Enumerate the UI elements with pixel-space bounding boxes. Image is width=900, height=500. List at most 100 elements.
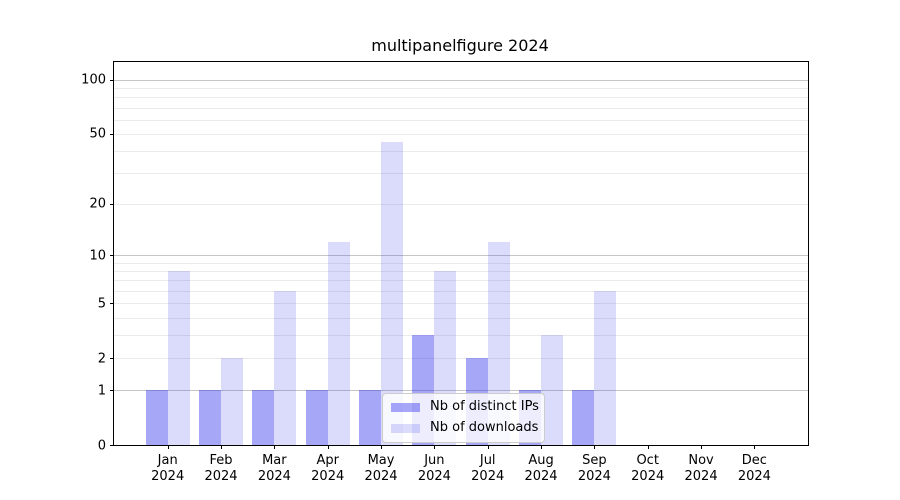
y-tick <box>110 79 114 81</box>
x-tick-label: Oct 2024 <box>620 453 676 485</box>
gridline-minor <box>114 335 808 337</box>
x-tick-label-month: Feb <box>209 453 233 468</box>
x-tick-label-month: Oct <box>636 453 659 468</box>
x-tick-label: Dec 2024 <box>726 453 782 485</box>
gridline-minor <box>114 133 808 135</box>
y-tick <box>110 255 114 257</box>
x-tick-label-year: 2024 <box>684 469 718 484</box>
x-tick <box>221 445 223 449</box>
bar-downloads-jan <box>167 271 190 445</box>
gridline-minor <box>114 107 808 109</box>
bar-downloads-aug <box>541 335 564 445</box>
x-tick-label-year: 2024 <box>311 469 345 484</box>
x-tick <box>434 445 436 449</box>
x-tick <box>167 445 169 449</box>
bar-distinct-ips-sep <box>572 390 595 445</box>
x-tick-label-month: Jun <box>424 453 445 468</box>
gridline-minor <box>114 97 808 99</box>
y-tick-label: 2 <box>97 351 106 367</box>
x-tick-label: Jun 2024 <box>406 453 462 485</box>
y-tick-label: 100 <box>81 72 106 88</box>
x-tick <box>381 445 383 449</box>
legend-entry-distinct-ips: Nb of distinct IPs <box>391 399 539 415</box>
legend-label-downloads: Nb of downloads <box>430 420 539 435</box>
x-tick <box>487 445 489 449</box>
x-tick-label-year: 2024 <box>524 469 558 484</box>
x-tick-label-month: Jan <box>157 453 178 468</box>
x-tick-label-month: Mar <box>262 453 287 468</box>
x-tick-label-year: 2024 <box>737 469 771 484</box>
x-tick-label-year: 2024 <box>364 469 398 484</box>
x-tick-label-year: 2024 <box>631 469 665 484</box>
x-tick <box>541 445 543 449</box>
x-tick-label-year: 2024 <box>151 469 185 484</box>
gridline-minor <box>114 203 808 205</box>
gridline-minor <box>114 119 808 121</box>
plot-area: Nb of distinct IPs Nb of downloads 0 1 2 5 1… <box>81 61 809 484</box>
bar-downloads-sep <box>594 290 617 445</box>
legend-entry-downloads: Nb of downloads <box>391 420 539 436</box>
gridline-minor <box>114 290 808 292</box>
gridline-minor <box>114 280 808 282</box>
x-tick-label: Feb 2024 <box>193 453 249 485</box>
x-tick-label: Mar 2024 <box>246 453 302 485</box>
bar-distinct-ips-feb <box>199 390 222 445</box>
x-tick-label: Sep 2024 <box>566 453 622 485</box>
gridline-major <box>114 255 808 257</box>
bar-distinct-ips-jan <box>145 390 168 445</box>
y-tick <box>110 390 114 392</box>
y-tick-label: 10 <box>89 248 106 264</box>
x-tick-label: Nov 2024 <box>673 453 729 485</box>
gridline-minor <box>114 87 808 89</box>
x-tick-label: Jul 2024 <box>460 453 516 485</box>
x-tick-label: Apr 2024 <box>300 453 356 485</box>
y-tick-label: 50 <box>89 126 106 142</box>
gridline-major <box>114 390 808 392</box>
x-tick-label-year: 2024 <box>257 469 291 484</box>
bar-downloads-apr <box>327 241 350 445</box>
x-tick <box>327 445 329 449</box>
legend: Nb of distinct IPs Nb of downloads <box>382 393 545 443</box>
bar-downloads-mar <box>274 290 297 445</box>
y-tick-label: 1 <box>97 383 106 399</box>
chart-title: multipanelfigure 2024 <box>371 36 549 55</box>
legend-label-distinct-ips: Nb of distinct IPs <box>430 399 539 414</box>
bar-distinct-ips-apr <box>305 390 328 445</box>
x-tick-label-month: Nov <box>688 453 714 468</box>
x-tick-label-month: Aug <box>528 453 554 468</box>
x-tick-label-year: 2024 <box>204 469 238 484</box>
x-tick <box>701 445 703 449</box>
gridline-minor <box>114 173 808 175</box>
gridline-minor <box>114 317 808 319</box>
y-tick <box>110 133 114 135</box>
y-tick <box>110 203 114 205</box>
x-tick <box>647 445 649 449</box>
y-tick <box>110 445 114 446</box>
x-tick-label-month: Apr <box>316 453 339 468</box>
gridline-minor <box>114 358 808 360</box>
x-tick-label-year: 2024 <box>417 469 451 484</box>
gridline-minor <box>114 303 808 305</box>
y-tick <box>110 358 114 360</box>
gridline-major <box>114 79 808 81</box>
y-tick-label: 20 <box>89 196 106 212</box>
bar-distinct-ips-mar <box>252 390 275 445</box>
bar-distinct-ips-may <box>359 390 382 445</box>
bar-downloads-may <box>381 141 404 445</box>
x-tick-label-month: Jul <box>479 453 496 468</box>
x-tick-label-year: 2024 <box>577 469 611 484</box>
gridline-minor <box>114 150 808 152</box>
gridline-minor <box>114 271 808 273</box>
gridline-minor <box>114 262 808 264</box>
y-tick-label: 5 <box>97 296 106 312</box>
y-tick-label: 0 <box>97 438 106 453</box>
legend-swatch-distinct-ips <box>391 402 420 412</box>
x-tick-label-month: May <box>367 453 395 468</box>
bar-downloads-feb <box>221 358 244 445</box>
x-tick-label-month: Sep <box>582 453 607 468</box>
x-tick <box>754 445 756 449</box>
legend-swatch-downloads <box>391 423 420 433</box>
x-tick <box>274 445 276 449</box>
x-tick-label-month: Dec <box>741 453 767 468</box>
